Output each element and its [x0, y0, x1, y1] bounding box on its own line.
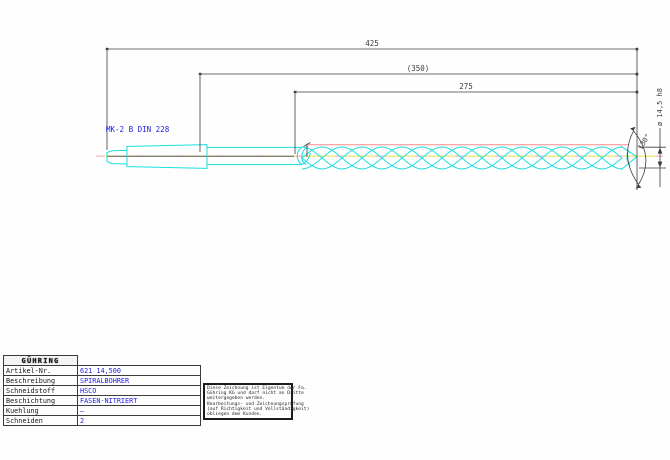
notice-line: Diese Zeichnung ist Eigentum der Fa. — [207, 386, 307, 391]
drill-point-flank — [626, 150, 631, 166]
dim-flute-length: 275 — [459, 82, 473, 91]
dim-reference-length: (350) — [407, 64, 430, 73]
ownership-notice: Diese Zeichnung ist Eigentum der Fa. Güh… — [203, 383, 310, 420]
flute-spiral-pattern — [302, 145, 622, 171]
row-label: Schneiden — [3, 415, 78, 426]
notice-line: Bearbeitungs- und Zeichnungsprüfung — [207, 401, 304, 407]
dim-diameter: ø 14,5 h8 — [656, 88, 664, 126]
dim-overall-length: 425 — [365, 39, 379, 48]
dimension-end-markers — [105, 47, 663, 189]
notice-line: Gühring KG und darf nicht an Dritte — [207, 391, 304, 397]
neck-outline — [207, 146, 302, 166]
tang-outline — [106, 149, 128, 165]
dimension-lines — [106, 48, 666, 190]
title-block: GÜHRING Artikel-Nr. 621 14,500 Beschreib… — [3, 355, 201, 426]
notice-line: (auf Richtigkeit und Vollständigkeit) — [207, 406, 310, 412]
row-value: 2 — [77, 415, 201, 426]
drill-outline — [106, 144, 638, 171]
table-row: Schneiden 2 — [3, 415, 201, 426]
notice-line: obliegen dem Kunden. — [207, 412, 263, 418]
drill-point — [620, 145, 638, 171]
dim-point-angle: 130° — [636, 133, 652, 152]
taper-shank-outline — [126, 144, 208, 169]
notice-line: weitergegeben werden. — [207, 396, 266, 402]
shank-taper-label: MK-2 B DIN 228 — [106, 125, 170, 134]
